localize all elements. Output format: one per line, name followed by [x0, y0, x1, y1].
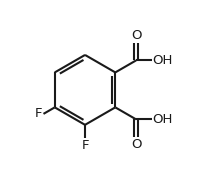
Text: O: O: [131, 29, 141, 42]
Text: O: O: [131, 138, 141, 151]
Text: F: F: [81, 139, 89, 152]
Text: OH: OH: [153, 54, 173, 67]
Text: OH: OH: [153, 113, 173, 126]
Text: F: F: [35, 107, 43, 120]
